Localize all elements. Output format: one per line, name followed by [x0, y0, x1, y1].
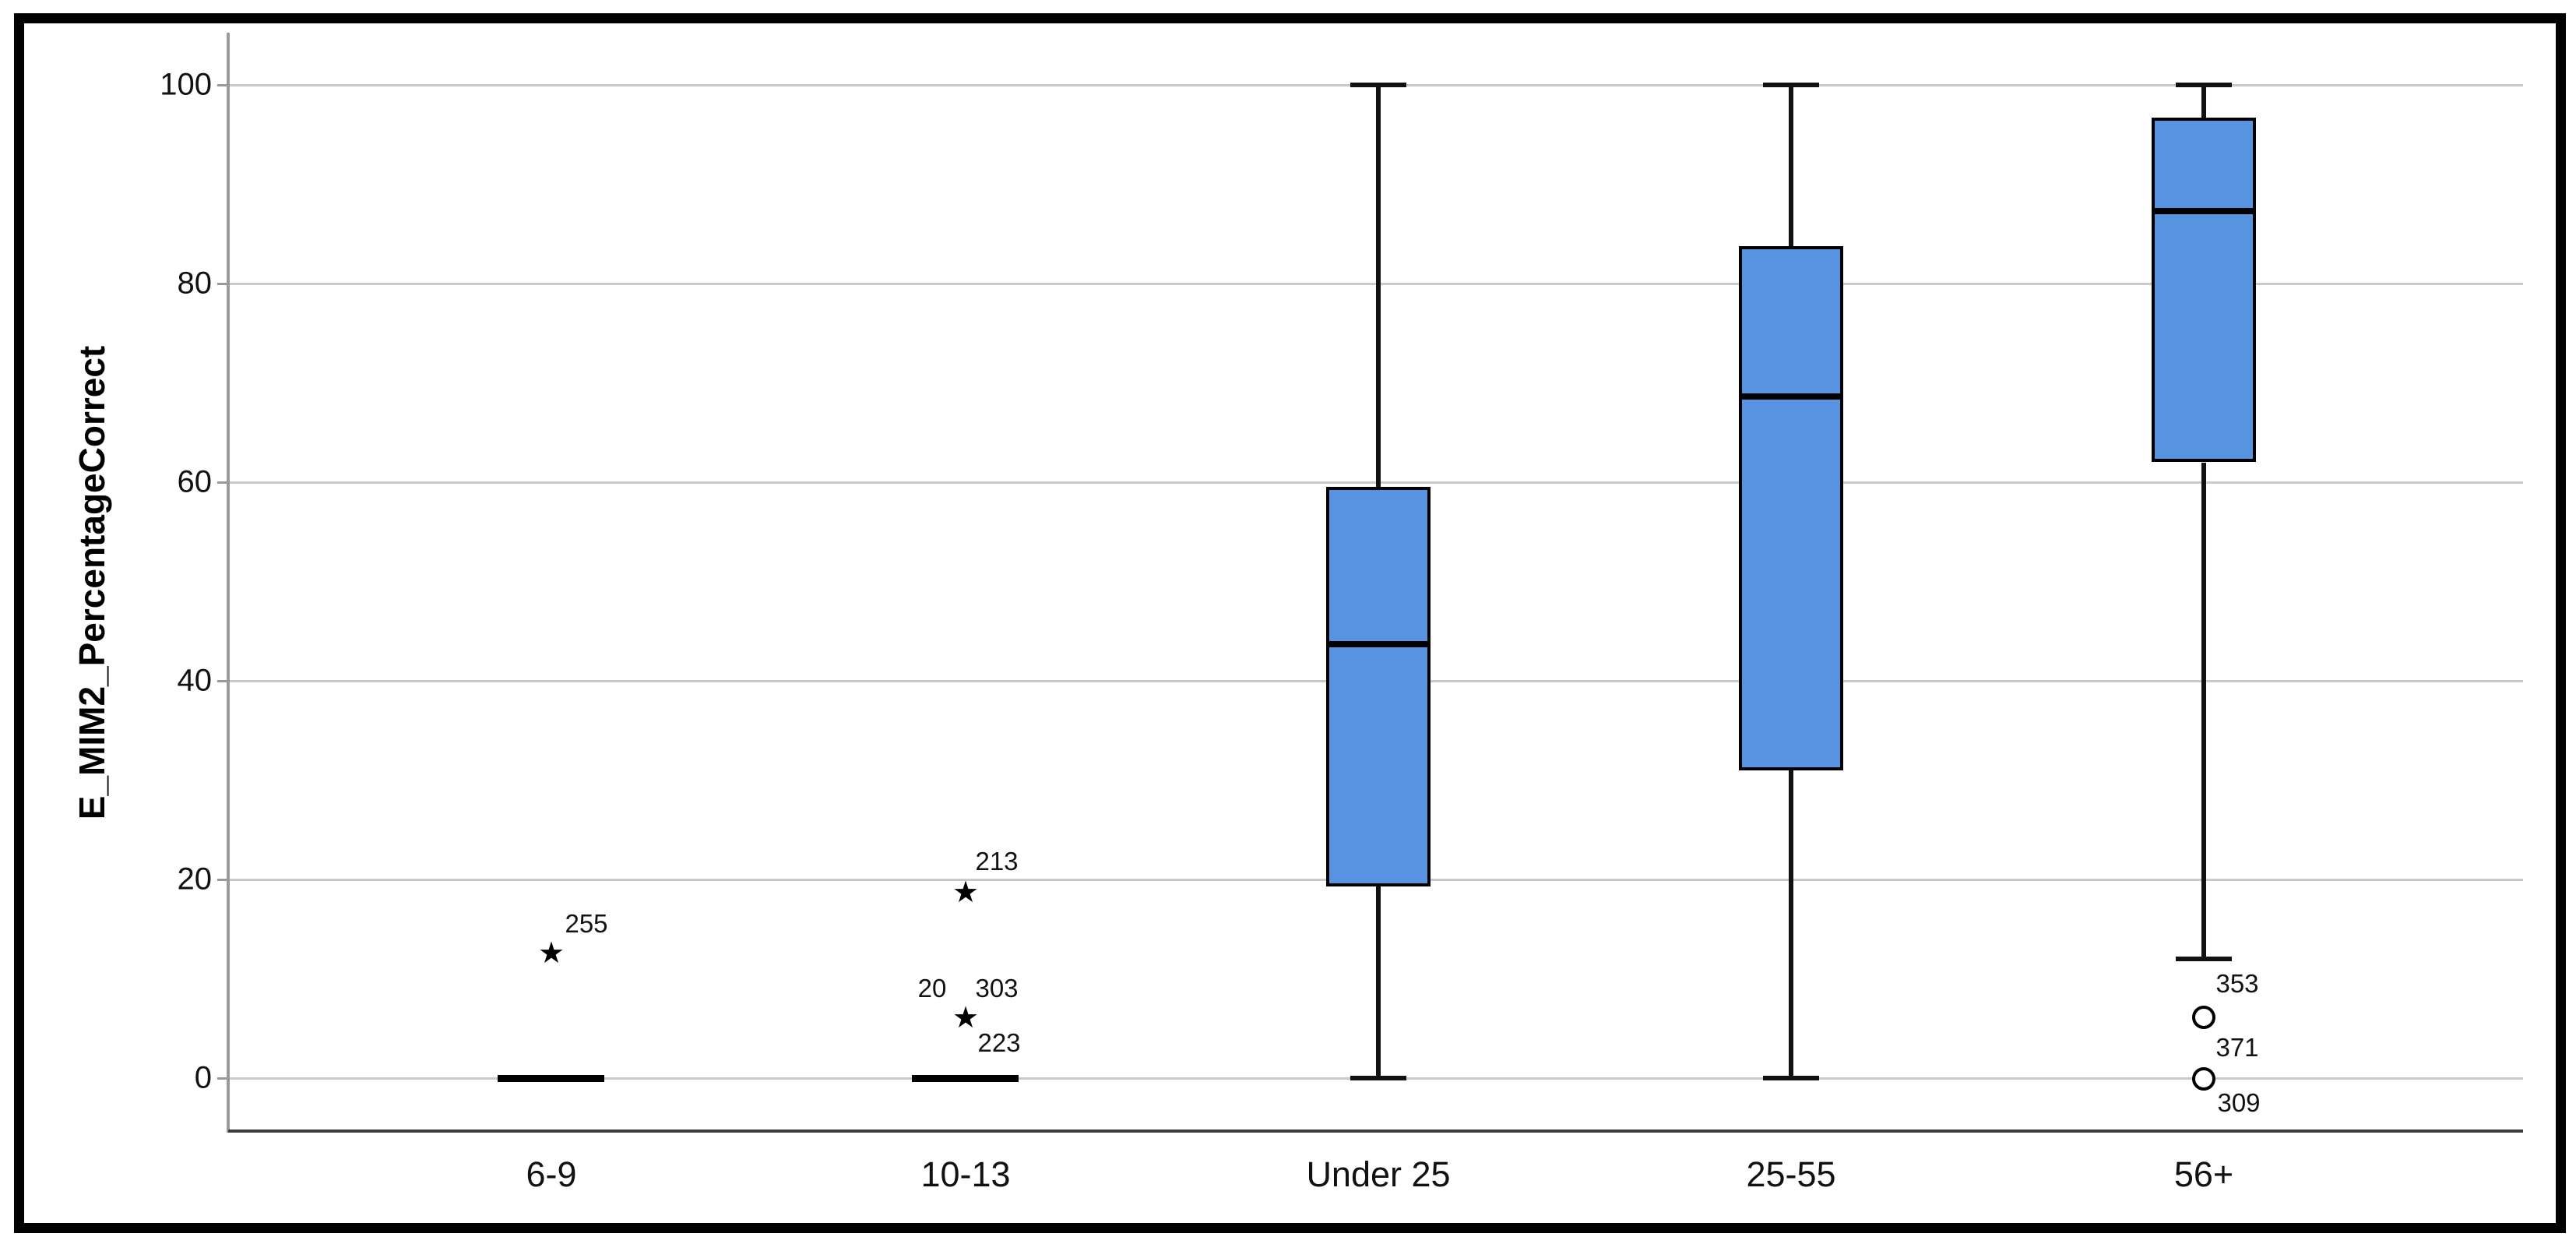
outlier-case-label: 309 [2217, 1088, 2261, 1118]
boxplot-collapsed-median [498, 1075, 604, 1082]
outlier-case-label: 353 [2215, 969, 2259, 999]
x-tick-label: 6-9 [526, 1154, 577, 1194]
lower-whisker-cap [1763, 1076, 1819, 1080]
outlier-case-label: 371 [2215, 1033, 2259, 1063]
outlier-case-label: 223 [977, 1027, 1021, 1057]
y-tick-mark [217, 680, 228, 682]
outlier-case-label: 213 [975, 846, 1019, 876]
boxplot-collapsed-median [912, 1075, 1019, 1082]
upper-whisker-cap [1763, 83, 1819, 87]
y-tick-mark [217, 84, 228, 86]
y-tick-label: 60 [177, 464, 213, 499]
y-tick-mark [217, 1077, 228, 1080]
boxplot-median [1739, 393, 1843, 400]
figure-outer-frame [14, 13, 2566, 1233]
y-tick-label: 80 [177, 266, 213, 301]
outlier-circle-icon [2192, 1067, 2215, 1091]
upper-whisker [1789, 85, 1793, 246]
y-tick-label: 100 [160, 67, 212, 102]
lower-whisker [2201, 462, 2206, 959]
y-tick-label: 0 [194, 1060, 212, 1095]
lower-whisker [1376, 886, 1381, 1078]
upper-whisker [2201, 85, 2206, 118]
lower-whisker [1789, 770, 1793, 1078]
x-tick-label: 56+ [2173, 1154, 2234, 1194]
y-tick-mark [217, 481, 228, 484]
outlier-case-label: 303 [975, 973, 1019, 1003]
x-tick-label: 25-55 [1746, 1154, 1836, 1194]
x-tick-label: 10-13 [920, 1154, 1011, 1194]
boxplot-median [2152, 207, 2256, 214]
outlier-case-label: 255 [565, 908, 608, 938]
outlier-circle-icon [2192, 1006, 2215, 1030]
y-tick-label: 20 [177, 862, 213, 897]
upper-whisker-cap [2176, 83, 2232, 87]
lower-whisker-cap [1350, 1076, 1406, 1080]
outlier-star-icon: ★ [952, 1001, 980, 1034]
outlier-case-label: 20 [917, 973, 947, 1003]
y-tick-mark [217, 879, 228, 881]
boxplot-box [2152, 118, 2256, 463]
x-tick-label: Under 25 [1306, 1154, 1451, 1194]
upper-whisker-cap [1350, 83, 1406, 87]
y-axis-title: E_MIM2_PercentageCorrect [72, 345, 112, 820]
x-axis-line [228, 1130, 2523, 1133]
boxplot-box [1739, 245, 1843, 770]
y-tick-mark [217, 283, 228, 285]
y-tick-label: 40 [177, 663, 213, 698]
lower-whisker-cap [2176, 957, 2232, 961]
outlier-star-icon: ★ [537, 936, 565, 970]
outlier-star-icon: ★ [952, 876, 980, 910]
boxplot-box [1326, 487, 1431, 886]
upper-whisker [1376, 85, 1381, 488]
y-axis-line [227, 33, 230, 1133]
boxplot-median [1326, 640, 1431, 647]
